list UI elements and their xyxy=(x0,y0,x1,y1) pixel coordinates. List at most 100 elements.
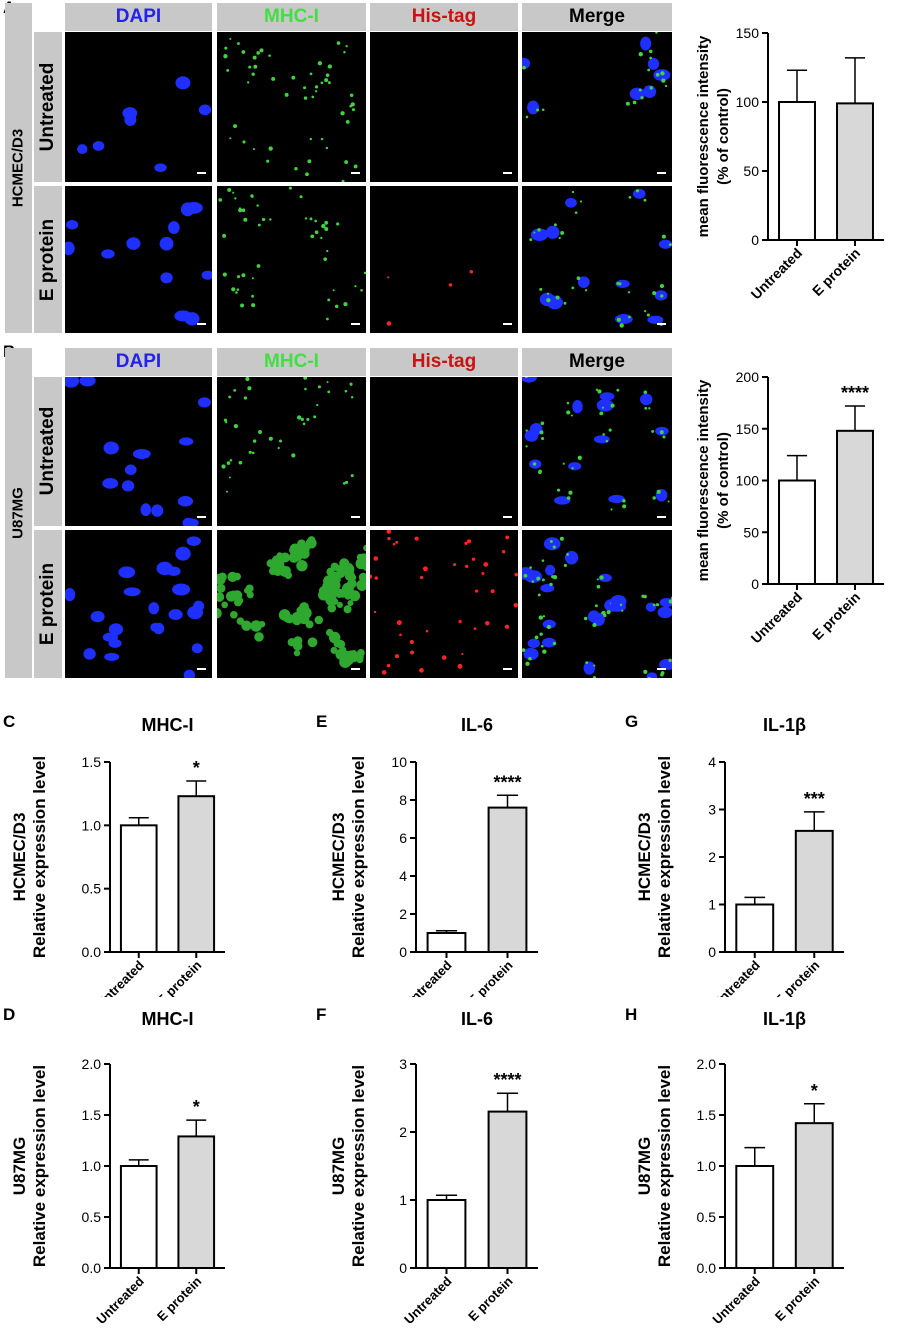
bar-untreated xyxy=(735,903,775,953)
chart-title: MHC-I xyxy=(142,1009,194,1029)
y-tick-label: 2 xyxy=(708,849,716,865)
row-band-a-untreated xyxy=(34,32,62,182)
y-tick-label: 200 xyxy=(736,369,760,385)
y-axis-label: U87MG xyxy=(635,1137,654,1196)
y-axis-label-2: (% of control) xyxy=(715,88,732,185)
y-tick-label: 0 xyxy=(751,232,759,248)
y-tick-label: 1.5 xyxy=(82,754,102,770)
significance-marker: *** xyxy=(804,789,825,809)
chart-a: mean fluorescence intensity (% of control… xyxy=(695,25,884,303)
chart-title: MHC-I xyxy=(142,715,194,735)
y-axis-label-2: Relative expression level xyxy=(349,756,368,958)
y-tick-label: 0.5 xyxy=(697,1209,717,1225)
col-header-merge-a: Merge xyxy=(522,3,672,31)
micrograph-a-eprotein-mhci xyxy=(217,186,366,333)
y-tick-label: 0 xyxy=(751,576,759,592)
y-tick-label: 50 xyxy=(743,524,759,540)
micrograph-b-untreated-merge xyxy=(522,377,672,526)
y-axis-label: mean fluorescence intensity xyxy=(695,379,712,581)
micrograph-a-eprotein-histag xyxy=(370,186,518,333)
y-axis-label-2: Relative expression level xyxy=(655,756,674,958)
y-axis-label: U87MG xyxy=(10,1137,29,1196)
cell-line-label-b: U87MG xyxy=(9,487,27,539)
y-tick-label: 3 xyxy=(708,802,716,818)
y-tick-label: 3 xyxy=(399,1056,407,1072)
micrograph-b-untreated-histag xyxy=(370,377,518,526)
y-tick-label: 1 xyxy=(708,897,716,913)
row-band-a-eprotein xyxy=(34,186,62,333)
y-tick-label: 50 xyxy=(743,163,759,179)
y-tick-label: 2 xyxy=(399,1124,407,1140)
y-tick-label: 100 xyxy=(736,94,760,110)
chart-title: IL-1β xyxy=(763,715,806,735)
x-tick-label: Untreated xyxy=(93,957,147,997)
row-band-b-untreated xyxy=(34,377,62,526)
y-tick-label: 0.0 xyxy=(82,944,102,960)
significance-marker: **** xyxy=(841,383,869,403)
panel-label-f: F xyxy=(316,1005,327,1024)
y-tick-label: 10 xyxy=(391,754,407,770)
chart-h: IL-1β U87MG Relative expression level 0.0 0.… xyxy=(635,1009,844,1327)
significance-marker: **** xyxy=(493,772,521,792)
chart-b: mean fluorescence intensity (% of control… xyxy=(695,369,884,647)
y-tick-label: 0 xyxy=(708,944,716,960)
y-tick-label: 1.0 xyxy=(697,1158,717,1174)
y-tick-label: 4 xyxy=(708,754,716,770)
micrograph-a-untreated-histag xyxy=(370,32,518,182)
x-tick-label: E protein xyxy=(154,1273,204,1323)
y-tick-label: 6 xyxy=(399,830,407,846)
x-tick-label: E protein xyxy=(154,957,204,997)
chart-title: IL-1β xyxy=(763,1009,806,1029)
x-tick-label: Untreated xyxy=(748,589,806,647)
y-axis-label: HCMEC/D3 xyxy=(10,813,29,902)
col-header-merge-b: Merge xyxy=(522,348,672,376)
panel-label-c: C xyxy=(3,712,16,731)
chart-g: IL-1β HCMEC/D3 Relative expression level 0 1… xyxy=(635,715,844,997)
bar-e-protein xyxy=(177,795,216,953)
micrograph-a-eprotein-merge xyxy=(522,186,672,333)
y-axis-label-2: Relative expression level xyxy=(30,756,49,958)
x-tick-label: E protein xyxy=(465,957,515,997)
x-tick-label: Untreated xyxy=(748,245,806,303)
y-axis-label-2: Relative expression level xyxy=(349,1065,368,1267)
y-tick-label: 0.0 xyxy=(82,1260,102,1276)
panel-label-h: H xyxy=(625,1005,638,1024)
panel-label-d: D xyxy=(3,1005,16,1024)
y-tick-label: 1 xyxy=(399,1192,407,1208)
bar-e-protein xyxy=(487,1110,528,1269)
micrograph-a-eprotein-dapi xyxy=(65,186,212,333)
micrograph-b-eprotein-mhci xyxy=(217,530,366,678)
bar-untreated xyxy=(735,1165,775,1269)
significance-marker: **** xyxy=(493,1070,521,1090)
y-tick-label: 1.0 xyxy=(82,817,102,833)
bar-untreated xyxy=(426,932,467,953)
row-label-a-eprotein: E protein xyxy=(37,218,58,302)
chart-d: MHC-I U87MG Relative expression level 0.0 0.… xyxy=(10,1009,225,1327)
y-tick-label: 150 xyxy=(736,421,760,437)
x-tick-label: E protein xyxy=(465,1273,515,1323)
col-header-mhci-a: MHC-I xyxy=(217,3,366,31)
row-label-b-eprotein: E protein xyxy=(37,562,58,646)
micrograph-b-untreated-dapi xyxy=(65,377,212,526)
bar-e-protein xyxy=(794,1122,834,1269)
cell-line-label-a: HCMEC/D3 xyxy=(9,128,27,208)
chart-title: IL-6 xyxy=(461,715,493,735)
col-header-dapi-b: DAPI xyxy=(65,348,212,376)
significance-marker: * xyxy=(811,1081,818,1101)
significance-marker: * xyxy=(193,1097,200,1117)
x-tick-label: E protein xyxy=(809,245,863,299)
chart-c: MHC-I HCMEC/D3 Relative expression level 0.… xyxy=(10,715,225,997)
y-axis-label: mean fluorescence intensity xyxy=(695,35,712,237)
x-tick-label: E protein xyxy=(772,1273,822,1323)
bar-e-protein xyxy=(177,1135,216,1269)
y-tick-label: 8 xyxy=(399,792,407,808)
micrograph-a-untreated-dapi xyxy=(65,32,212,182)
bar-e-protein xyxy=(836,429,874,585)
y-tick-label: 2 xyxy=(399,906,407,922)
y-tick-label: 150 xyxy=(736,25,760,41)
y-axis-label-2: Relative expression level xyxy=(655,1065,674,1267)
y-tick-label: 2.0 xyxy=(82,1056,102,1072)
y-axis-label-2: Relative expression level xyxy=(30,1065,49,1267)
bar-untreated xyxy=(119,824,158,953)
x-tick-label: Untreated xyxy=(709,1273,763,1327)
